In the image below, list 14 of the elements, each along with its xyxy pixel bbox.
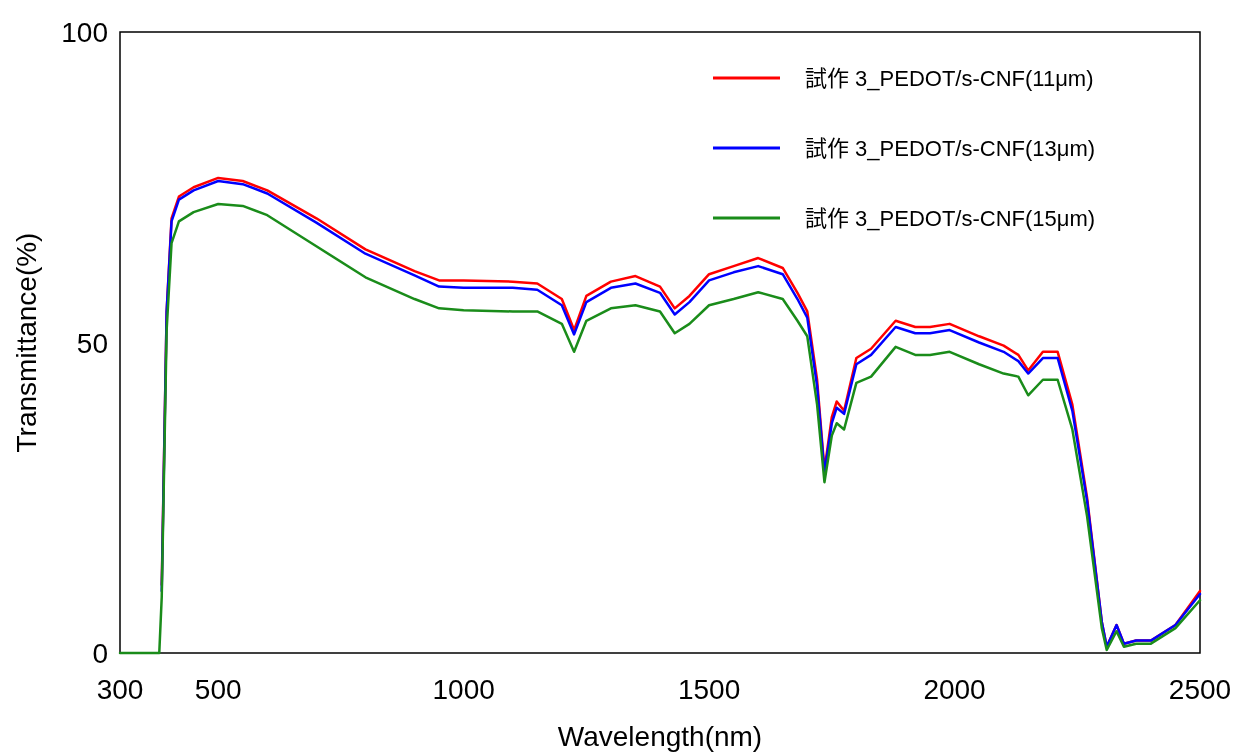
legend-label: 試作 3_PEDOT/s-CNF(15μm) [805, 206, 1096, 231]
y-axis-title: Transmittance(%) [11, 232, 42, 453]
x-tick-label: 2500 [1168, 674, 1232, 705]
y-tick-label: 50 [76, 327, 108, 359]
y-tick-label: 0 [92, 638, 108, 669]
x-axis-title: Wavelength(nm) [557, 721, 763, 752]
x-tick-label: 1000 [432, 674, 495, 705]
x-tick-label: 2000 [923, 674, 986, 705]
x-tick-label: 300 [96, 674, 144, 705]
y-tick-label: 100 [61, 17, 108, 48]
x-tick-label: 500 [194, 674, 242, 705]
legend-label: 試作 3_PEDOT/s-CNF(13μm) [805, 136, 1096, 161]
legend-label: 試作 3_PEDOT/s-CNF(11μm) [805, 66, 1094, 91]
x-tick-label: 1500 [677, 674, 741, 705]
